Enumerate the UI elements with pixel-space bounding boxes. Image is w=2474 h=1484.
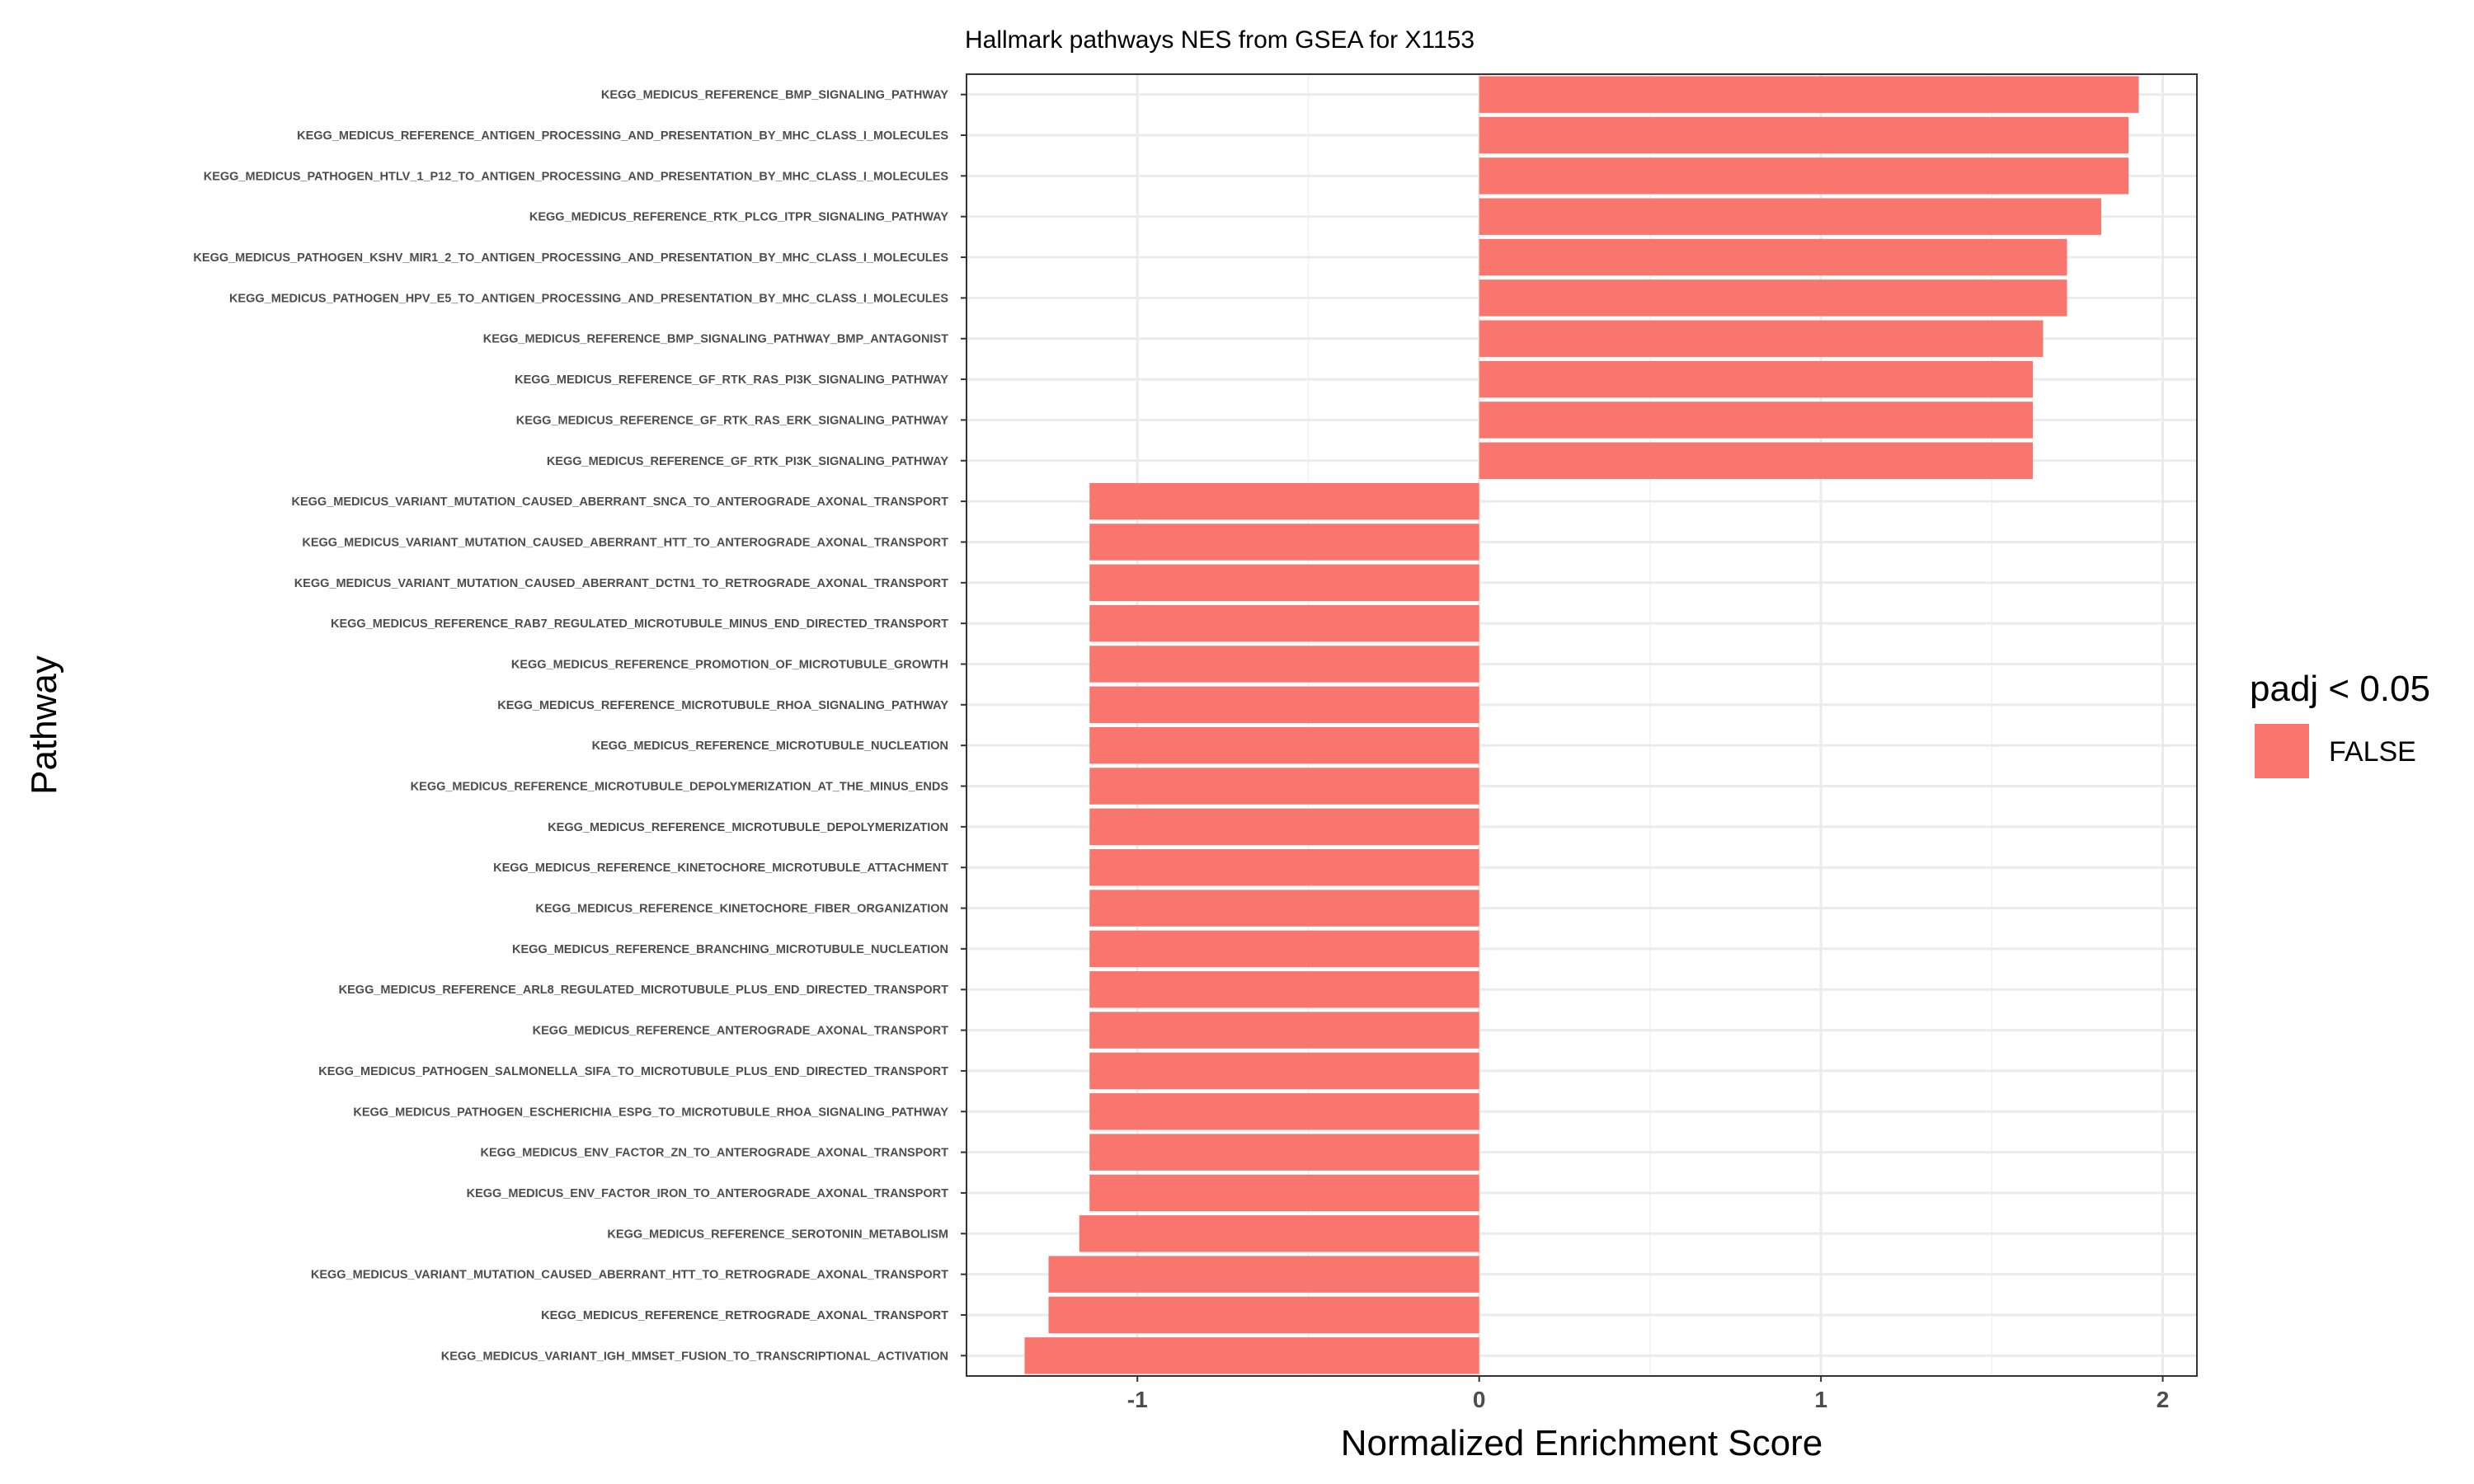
y-tick-label: KEGG_MEDICUS_VARIANT_MUTATION_CAUSED_ABE… <box>311 1269 948 1282</box>
bar <box>1479 116 2129 154</box>
y-tick-label: KEGG_MEDICUS_REFERENCE_ANTEROGRADE_AXONA… <box>533 1025 948 1038</box>
bar <box>1479 320 2044 357</box>
y-tick-label: KEGG_MEDICUS_ENV_FACTOR_IRON_TO_ANTEROGR… <box>467 1187 949 1200</box>
bar <box>1079 1215 1479 1252</box>
y-tick-label: KEGG_MEDICUS_PATHOGEN_SALMONELLA_SIFA_TO… <box>318 1065 948 1078</box>
x-tick-label: 2 <box>2157 1387 2170 1412</box>
bar <box>1479 360 2034 398</box>
bar <box>1479 279 2067 317</box>
bar <box>1089 604 1479 642</box>
y-tick-label: KEGG_MEDICUS_REFERENCE_MICROTUBULE_DEPOL… <box>548 821 948 834</box>
bar <box>1479 238 2067 276</box>
y-tick-label: KEGG_MEDICUS_REFERENCE_SEROTONIN_METABOL… <box>607 1228 948 1241</box>
y-tick-label: KEGG_MEDICUS_REFERENCE_MICROTUBULE_RHOA_… <box>497 699 948 712</box>
plot-panel-border <box>966 73 2198 1377</box>
legend-key-false <box>2255 724 2309 778</box>
y-tick-label: KEGG_MEDICUS_REFERENCE_BMP_SIGNALING_PAT… <box>601 89 948 102</box>
bar <box>1048 1256 1479 1293</box>
x-tick-label: 1 <box>1814 1387 1827 1412</box>
bar <box>1089 686 1479 724</box>
bar <box>1024 1337 1479 1374</box>
y-tick-label: KEGG_MEDICUS_VARIANT_MUTATION_CAUSED_ABE… <box>291 495 948 509</box>
x-axis-title: Normalized Enrichment Score <box>1341 1423 1823 1463</box>
x-tick-label: -1 <box>1127 1387 1148 1412</box>
y-tick-label: KEGG_MEDICUS_REFERENCE_BRANCHING_MICROTU… <box>512 943 948 956</box>
bar-series <box>1024 76 2139 1374</box>
y-tick-label: KEGG_MEDICUS_PATHOGEN_HPV_E5_TO_ANTIGEN_… <box>229 292 948 305</box>
y-tick-label: KEGG_MEDICUS_REFERENCE_MICROTUBULE_NUCLE… <box>592 740 948 753</box>
y-tick-label: KEGG_MEDICUS_REFERENCE_PROMOTION_OF_MICR… <box>511 658 948 671</box>
bar <box>1089 930 1479 968</box>
legend-label-false: FALSE <box>2329 736 2416 768</box>
bar <box>1089 808 1479 846</box>
bar <box>1089 646 1479 683</box>
bar <box>1479 402 2034 439</box>
bar <box>1479 76 2139 113</box>
legend: padj < 0.05 FALSE <box>2250 669 2430 778</box>
bar <box>1089 848 1479 886</box>
y-tick-label: KEGG_MEDICUS_REFERENCE_KINETOCHORE_MICRO… <box>493 862 948 875</box>
legend-title: padj < 0.05 <box>2250 669 2430 709</box>
bar <box>1089 524 1479 561</box>
x-axis-ticks: -1 0 1 2 <box>1127 1376 2170 1412</box>
y-tick-label: KEGG_MEDICUS_REFERENCE_GF_RTK_RAS_ERK_SI… <box>516 414 949 427</box>
y-axis-ticks: KEGG_MEDICUS_REFERENCE_BMP_SIGNALING_PAT… <box>193 89 967 1363</box>
bar <box>1479 157 2129 195</box>
y-tick-label: KEGG_MEDICUS_REFERENCE_RTK_PLCG_ITPR_SIG… <box>529 211 948 224</box>
bar <box>1089 482 1479 520</box>
x-tick-label: 0 <box>1473 1387 1486 1412</box>
y-tick-label: KEGG_MEDICUS_REFERENCE_RETROGRADE_AXONAL… <box>541 1309 948 1322</box>
bar <box>1089 1093 1479 1130</box>
bar <box>1089 1012 1479 1049</box>
bar <box>1089 726 1479 764</box>
y-tick-label: KEGG_MEDICUS_REFERENCE_ARL8_REGULATED_MI… <box>339 984 948 997</box>
y-tick-label: KEGG_MEDICUS_REFERENCE_MICROTUBULE_DEPOL… <box>411 781 949 794</box>
y-tick-label: KEGG_MEDICUS_REFERENCE_ANTIGEN_PROCESSIN… <box>297 129 948 143</box>
y-tick-label: KEGG_MEDICUS_REFERENCE_BMP_SIGNALING_PAT… <box>483 333 948 346</box>
bar <box>1048 1296 1479 1334</box>
y-tick-label: KEGG_MEDICUS_VARIANT_MUTATION_CAUSED_ABE… <box>302 536 948 549</box>
bar <box>1479 442 2034 479</box>
y-axis-title: Pathway <box>24 655 64 795</box>
bar <box>1089 564 1479 602</box>
y-tick-label: KEGG_MEDICUS_PATHOGEN_HTLV_1_P12_TO_ANTI… <box>204 170 949 183</box>
bar <box>1089 1174 1479 1212</box>
y-tick-label: KEGG_MEDICUS_PATHOGEN_ESCHERICHIA_ESPG_T… <box>353 1106 948 1119</box>
y-tick-label: KEGG_MEDICUS_REFERENCE_KINETOCHORE_FIBER… <box>535 903 948 916</box>
bar <box>1089 768 1479 805</box>
y-tick-label: KEGG_MEDICUS_REFERENCE_GF_RTK_RAS_PI3K_S… <box>515 373 948 387</box>
chart-title: Hallmark pathways NES from GSEA for X115… <box>965 26 1475 54</box>
y-tick-label: KEGG_MEDICUS_PATHOGEN_KSHV_MIR1_2_TO_ANT… <box>193 251 948 265</box>
bar <box>1479 198 2101 235</box>
y-tick-label: KEGG_MEDICUS_REFERENCE_GF_RTK_PI3K_SIGNA… <box>547 455 949 468</box>
y-tick-label: KEGG_MEDICUS_VARIANT_IGH_MMSET_FUSION_TO… <box>441 1350 948 1363</box>
y-tick-label: KEGG_MEDICUS_ENV_FACTOR_ZN_TO_ANTEROGRAD… <box>481 1147 949 1160</box>
bar <box>1089 971 1479 1008</box>
bar <box>1089 890 1479 927</box>
bar <box>1089 1052 1479 1090</box>
bar <box>1089 1134 1479 1171</box>
y-tick-label: KEGG_MEDICUS_REFERENCE_RAB7_REGULATED_MI… <box>331 618 948 631</box>
y-tick-label: KEGG_MEDICUS_VARIANT_MUTATION_CAUSED_ABE… <box>294 577 948 590</box>
